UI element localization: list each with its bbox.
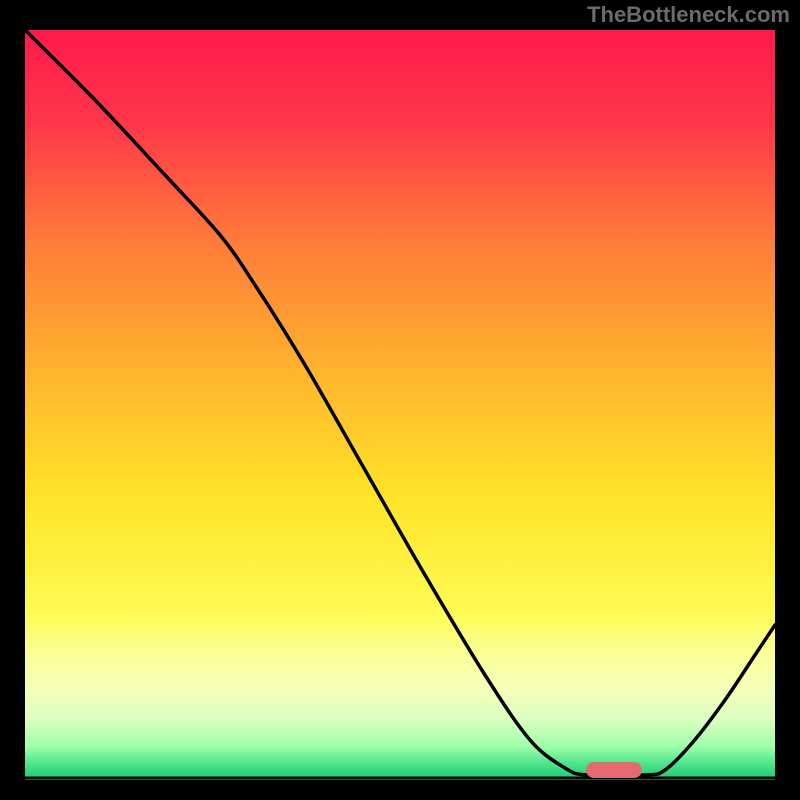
plot-area — [25, 30, 775, 780]
chart-svg — [25, 30, 775, 780]
gradient-background — [25, 30, 775, 780]
chart-frame: TheBottleneck.com — [0, 0, 800, 800]
attribution-text: TheBottleneck.com — [587, 2, 790, 28]
optimum-marker — [586, 762, 642, 778]
